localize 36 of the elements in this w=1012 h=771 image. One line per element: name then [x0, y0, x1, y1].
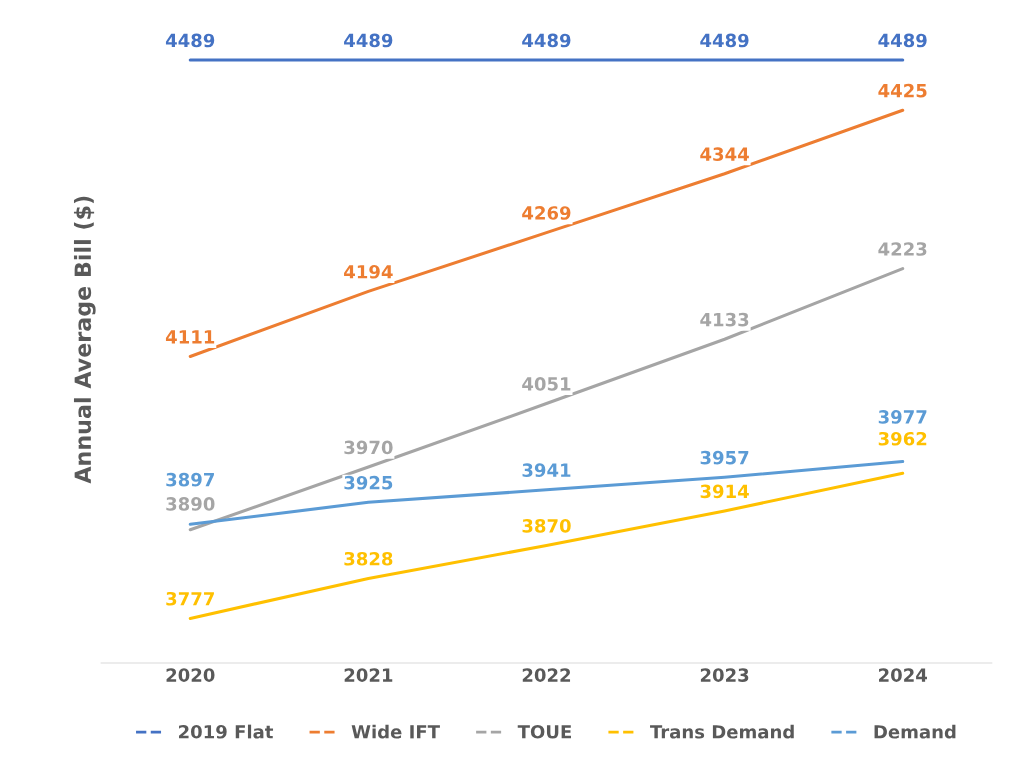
y-axis-title: Annual Average Bill ($) — [73, 196, 96, 484]
data-label: 3828 — [344, 551, 393, 566]
data-label: 3977 — [878, 410, 927, 424]
legend-label: Wide IFT — [351, 724, 440, 739]
data-label: 4489 — [165, 33, 215, 48]
data-label: 4489 — [700, 33, 749, 48]
data-label: 4223 — [878, 242, 927, 256]
data-label: 3914 — [700, 484, 749, 499]
data-label: 3925 — [344, 475, 393, 490]
data-label: 3777 — [166, 591, 214, 606]
data-label: 4111 — [165, 330, 215, 344]
legend-label: 2019 Flat — [179, 724, 274, 739]
data-label: 3941 — [522, 463, 571, 477]
x-tick-label: 2024 — [879, 668, 927, 682]
x-tick-label: 2020 — [166, 668, 215, 682]
data-label: 4425 — [878, 83, 927, 98]
data-label: 3890 — [166, 497, 215, 511]
x-tick-label: 2023 — [700, 668, 749, 682]
data-label: 4051 — [522, 377, 571, 391]
data-label: 3970 — [344, 440, 393, 455]
data-label: 3957 — [700, 450, 749, 465]
data-label: 3897 — [166, 472, 214, 487]
data-label: 3962 — [878, 431, 927, 446]
legend-label: Demand — [874, 724, 956, 739]
data-label: 4489 — [878, 33, 927, 48]
data-label: 4489 — [522, 33, 571, 48]
data-label: 4133 — [700, 312, 749, 327]
data-label: 3870 — [522, 519, 571, 533]
data-label: 4194 — [344, 264, 393, 279]
legend-label: TOUE — [517, 724, 571, 739]
x-tick-label: 2021 — [344, 668, 393, 682]
legend-label: Trans Demand — [650, 724, 794, 739]
data-label: 4269 — [522, 206, 571, 220]
x-tick-label: 2022 — [522, 668, 571, 682]
data-label: 4489 — [344, 33, 393, 48]
data-label: 4344 — [700, 147, 749, 161]
